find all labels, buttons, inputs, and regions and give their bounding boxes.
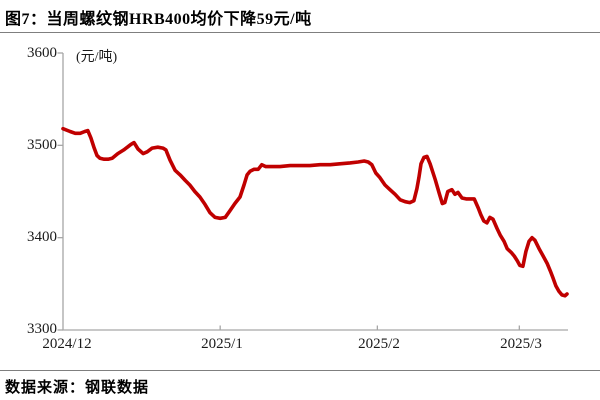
y-tick-label-3600: 3600 bbox=[27, 45, 57, 61]
data-source-note: 数据来源：钢联数据 bbox=[5, 380, 150, 396]
y-tick-label-3500: 3500 bbox=[27, 137, 57, 153]
y-tick-label-3300: 3300 bbox=[27, 321, 57, 337]
x-tick-label-2025-2: 2025/2 bbox=[358, 336, 400, 352]
footer-divider-line bbox=[0, 370, 600, 371]
y-tick-label-3400: 3400 bbox=[27, 229, 57, 245]
x-tick-label-2025-1: 2025/1 bbox=[201, 336, 243, 352]
price-line-series bbox=[61, 126, 569, 298]
axis-lines bbox=[62, 53, 568, 331]
chart-title: 图7：当周螺纹钢HRB400均价下降59元/吨 bbox=[5, 11, 312, 28]
x-tick-label-2024-12: 2024/12 bbox=[42, 336, 92, 352]
x-tick-label-2025-3: 2025/3 bbox=[500, 336, 542, 352]
title-divider-line bbox=[0, 32, 600, 33]
y-axis-unit-label: (元/吨) bbox=[76, 50, 118, 65]
